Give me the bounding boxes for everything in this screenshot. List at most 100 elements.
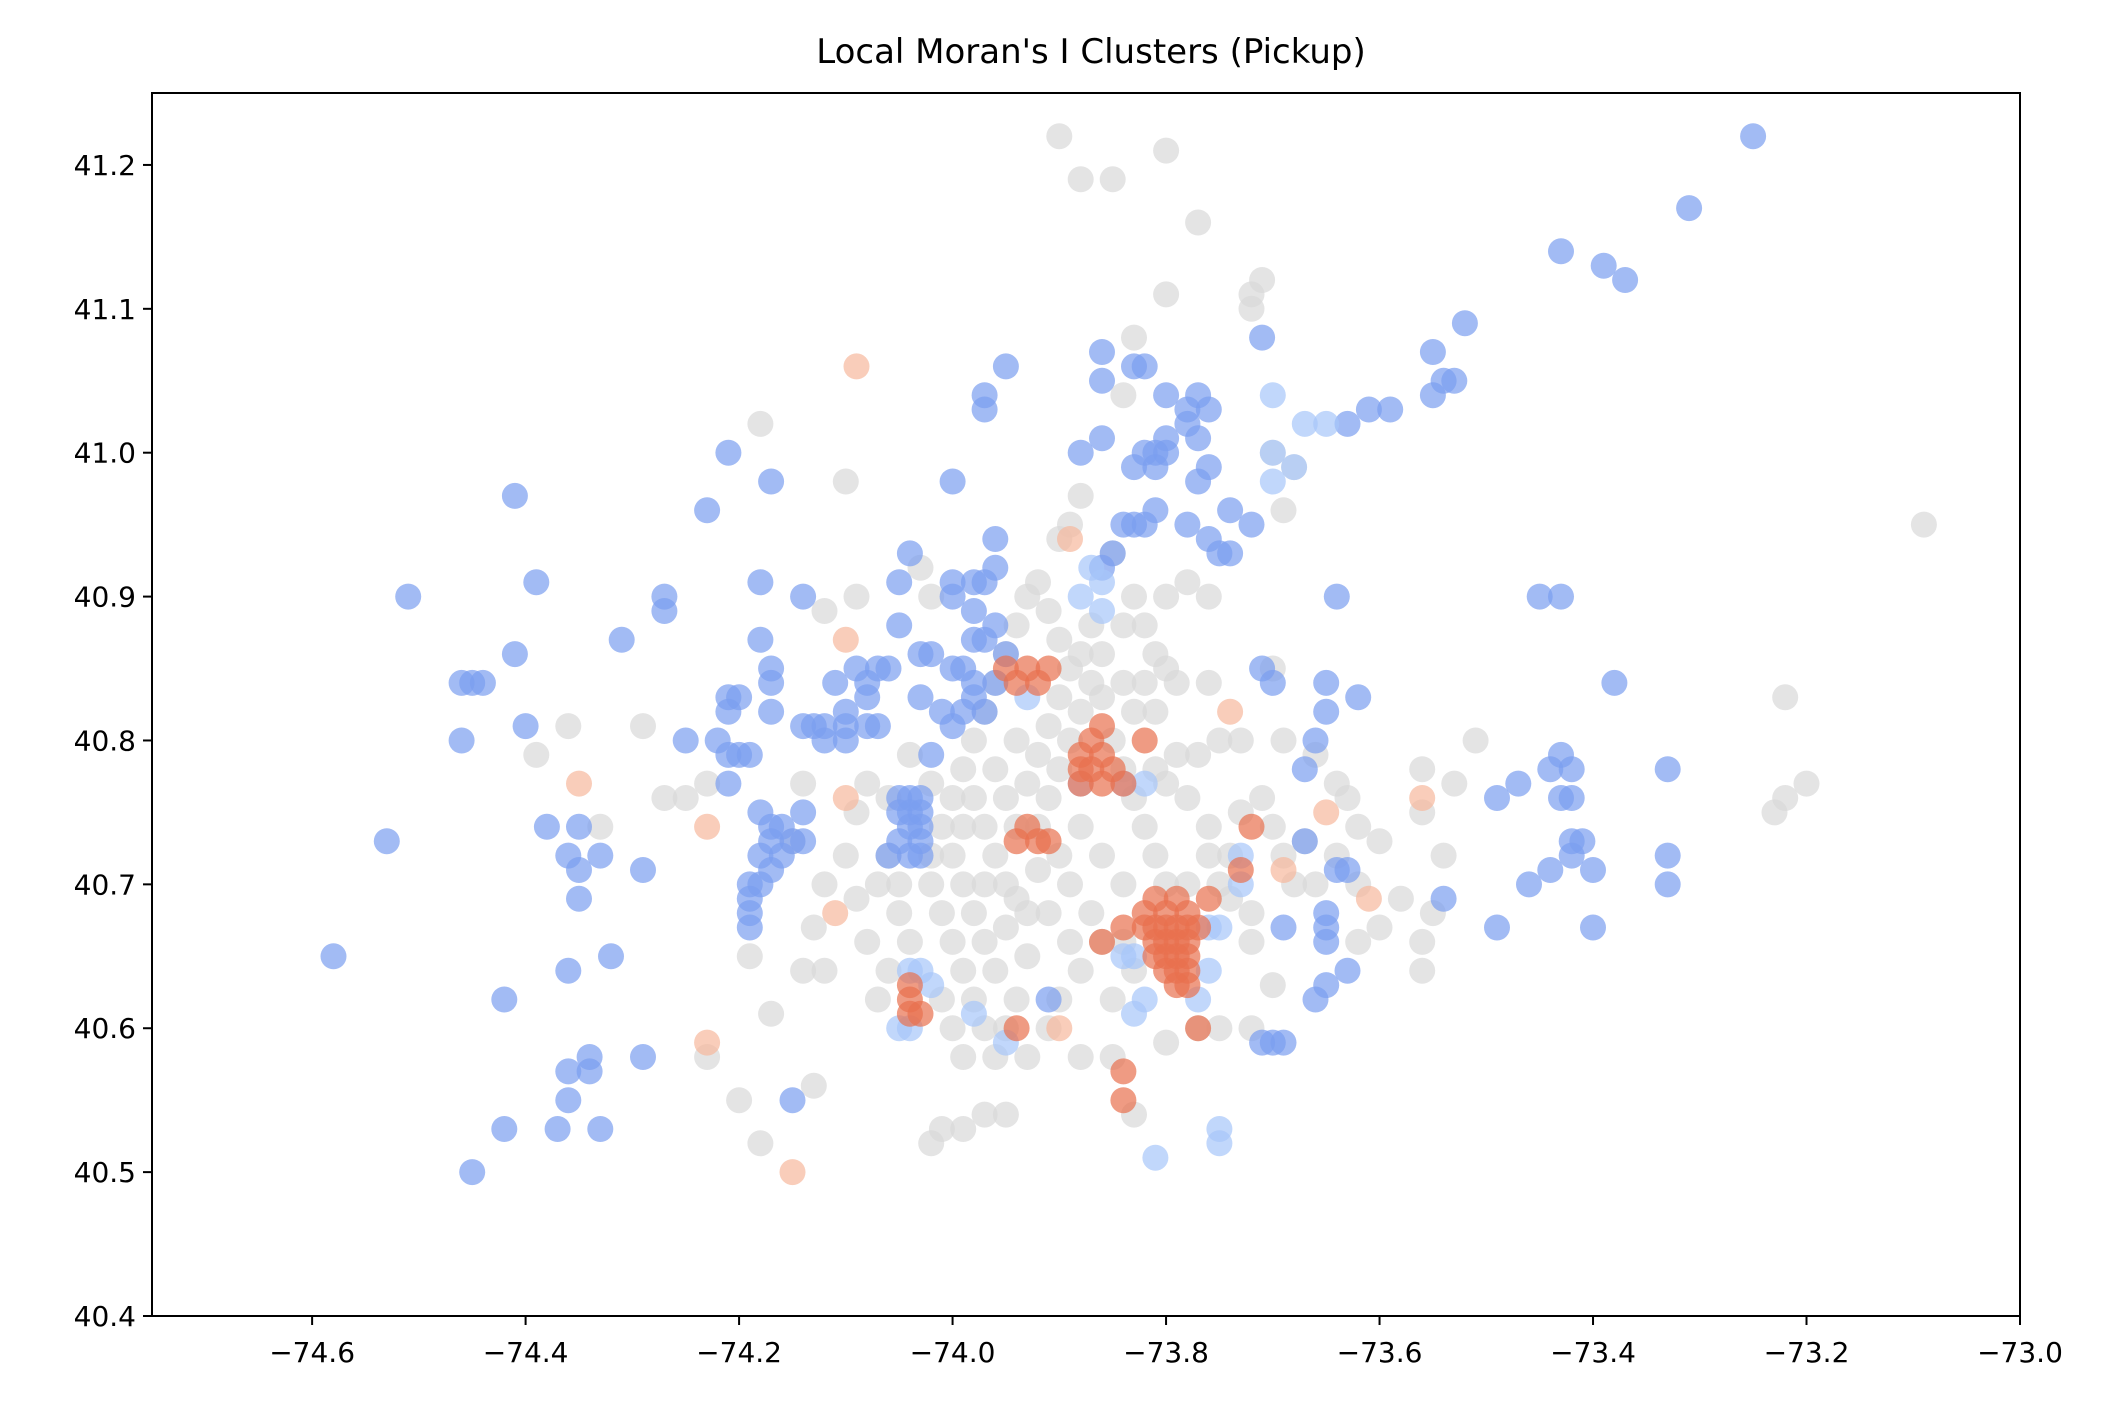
scatter-point bbox=[950, 1116, 977, 1142]
scatter-point bbox=[469, 669, 496, 696]
scatter-point bbox=[1035, 900, 1062, 927]
scatter-point bbox=[800, 914, 827, 941]
y-tick-label: 40.8 bbox=[74, 724, 136, 757]
scatter-point bbox=[1259, 439, 1286, 466]
scatter-point bbox=[939, 655, 966, 682]
scatter-point bbox=[1270, 857, 1297, 883]
scatter-point bbox=[1291, 756, 1318, 783]
scatter-point bbox=[630, 713, 656, 740]
scatter-point bbox=[736, 943, 763, 970]
scatter-point bbox=[1377, 396, 1404, 423]
scatter-point bbox=[1067, 166, 1094, 193]
x-tick-label: −74.6 bbox=[269, 1336, 355, 1369]
scatter-point bbox=[1580, 857, 1606, 883]
y-tick-label: 41.1 bbox=[74, 293, 136, 326]
scatter-point bbox=[1590, 252, 1617, 279]
scatter-point bbox=[1025, 569, 1051, 596]
scatter-point bbox=[886, 871, 913, 898]
scatter-point bbox=[758, 669, 785, 696]
x-tick-label: −73.6 bbox=[1337, 1336, 1423, 1369]
scatter-point bbox=[896, 741, 923, 768]
scatter-point bbox=[1121, 324, 1147, 351]
scatter-point bbox=[1110, 669, 1137, 696]
scatter-point bbox=[747, 626, 774, 653]
scatter-point bbox=[1131, 669, 1158, 696]
scatter-point bbox=[1302, 727, 1329, 754]
scatter-point bbox=[1537, 756, 1564, 783]
scatter-point bbox=[448, 727, 475, 754]
scatter-point bbox=[395, 583, 422, 610]
y-tick-label: 41.0 bbox=[74, 437, 136, 470]
scatter-point bbox=[854, 669, 881, 696]
y-tick-label: 40.9 bbox=[74, 581, 136, 614]
scatter-point bbox=[501, 482, 528, 509]
scatter-point bbox=[886, 569, 913, 596]
scatter-point bbox=[1089, 598, 1115, 624]
scatter-point bbox=[1761, 799, 1788, 826]
scatter-point bbox=[928, 900, 955, 927]
scatter-point bbox=[971, 928, 998, 955]
scatter-point bbox=[907, 1000, 934, 1027]
scatter-point bbox=[832, 698, 859, 725]
scatter-point bbox=[800, 713, 827, 740]
scatter-point bbox=[960, 1000, 987, 1027]
scatter-point bbox=[971, 396, 998, 423]
scatter-point bbox=[832, 468, 859, 495]
scatter-point bbox=[950, 756, 977, 783]
scatter-point bbox=[1089, 928, 1115, 955]
scatter-point bbox=[1238, 813, 1265, 840]
scatter-point bbox=[1409, 756, 1436, 783]
scatter-point bbox=[1110, 612, 1137, 639]
scatter-point bbox=[928, 813, 955, 840]
scatter-point bbox=[1174, 972, 1201, 999]
scatter-point bbox=[1185, 209, 1212, 236]
scatter-point bbox=[1131, 770, 1158, 797]
scatter-point bbox=[1057, 928, 1083, 955]
scatter-point bbox=[1558, 756, 1585, 783]
scatter-point bbox=[1270, 497, 1297, 524]
scatter-point bbox=[1334, 857, 1361, 883]
scatter-point bbox=[1441, 367, 1468, 394]
x-tick-label: −73.0 bbox=[1977, 1336, 2063, 1369]
scatter-point bbox=[864, 986, 891, 1013]
scatter-point bbox=[1067, 813, 1094, 840]
scatter-point bbox=[1174, 785, 1201, 811]
scatter-point bbox=[960, 598, 987, 624]
scatter-point bbox=[587, 842, 614, 869]
scatter-point bbox=[320, 943, 347, 970]
scatter-point bbox=[1323, 583, 1350, 610]
scatter-point bbox=[1121, 454, 1147, 481]
scatter-point bbox=[1078, 900, 1105, 927]
scatter-point bbox=[523, 569, 550, 596]
scatter-point bbox=[1014, 1044, 1041, 1070]
scatter-point bbox=[1110, 382, 1137, 409]
scatter-point bbox=[1153, 137, 1180, 164]
scatter-point bbox=[1110, 871, 1137, 898]
scatter-point bbox=[1772, 684, 1799, 711]
scatter-point bbox=[875, 957, 902, 984]
scatter-point bbox=[1612, 267, 1639, 293]
scatter-point bbox=[1153, 583, 1180, 610]
scatter-point bbox=[1131, 511, 1158, 538]
scatter-point bbox=[694, 497, 721, 524]
scatter-point bbox=[1067, 439, 1094, 466]
scatter-point bbox=[960, 727, 987, 754]
scatter-point bbox=[726, 1087, 753, 1114]
scatter-point bbox=[939, 1015, 966, 1042]
scatter-point bbox=[1153, 1029, 1180, 1056]
x-tick-label: −73.8 bbox=[1123, 1336, 1209, 1369]
scatter-point bbox=[651, 785, 678, 811]
scatter-point bbox=[555, 957, 582, 984]
scatter-point bbox=[971, 1101, 998, 1128]
scatter-point bbox=[1089, 770, 1115, 797]
scatter-point bbox=[1195, 396, 1222, 423]
scatter-point bbox=[982, 526, 1009, 552]
y-tick-label: 40.4 bbox=[74, 1300, 136, 1333]
scatter-point bbox=[1259, 813, 1286, 840]
scatter-point bbox=[1110, 914, 1137, 941]
scatter-point bbox=[587, 813, 614, 840]
scatter-point bbox=[864, 871, 891, 898]
scatter-point bbox=[1131, 727, 1158, 754]
scatter-point bbox=[1654, 756, 1681, 783]
y-tick-label: 40.6 bbox=[74, 1012, 136, 1045]
